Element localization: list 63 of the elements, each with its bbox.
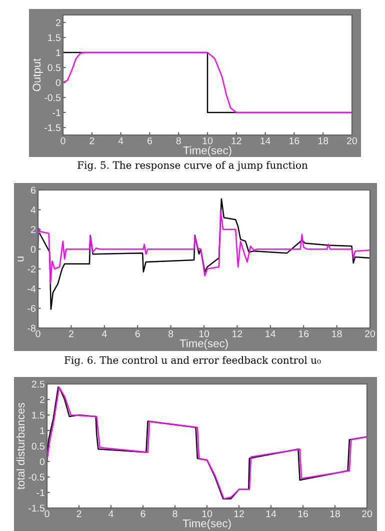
x-axis-title: Time(sec) (180, 339, 228, 350)
y-tick-label: 2 (40, 396, 44, 404)
y-tick-label: 1 (40, 427, 44, 434)
x-tick-label: 4 (108, 510, 114, 518)
caption: Fig. 5. The response curve of a jump function (78, 161, 308, 171)
y-tick-label: 0 (30, 246, 36, 253)
x-axis-title: Time(sec) (182, 519, 231, 530)
x-tick-label: 10 (202, 510, 212, 518)
x-tick-label: 14 (260, 137, 270, 144)
y-tick-label: -6 (28, 305, 36, 312)
y-tick-label: 1.5 (48, 34, 61, 42)
x-tick-label: 20 (362, 510, 372, 518)
x-tick-label: 12 (234, 510, 244, 518)
y-tick-label: -2 (28, 266, 36, 272)
x-tick-label: 2 (76, 510, 82, 518)
x-tick-label: 2 (90, 137, 94, 144)
x-tick-label: 16 (298, 510, 308, 518)
y-tick-label: 0.5 (32, 442, 45, 450)
x-tick-label: 12 (232, 137, 242, 144)
x-tick-label: 18 (330, 510, 340, 518)
x-tick-label: 4 (102, 330, 107, 338)
x-tick-label: 18 (318, 137, 328, 144)
y-tick-label: 2 (56, 19, 60, 26)
caption: Fig. 6. The control u and error feedback control u₀ (64, 356, 321, 366)
y-tick-label: -1.5 (28, 504, 45, 512)
x-tick-label: 8 (172, 510, 178, 518)
y-tick-label: 0 (40, 458, 45, 466)
x-tick-label: 14 (266, 330, 276, 338)
y-tick-label: -4 (28, 285, 36, 292)
x-tick-label: 18 (332, 330, 342, 338)
x-tick-label: 14 (266, 510, 276, 518)
x-tick-label: 6 (135, 330, 140, 338)
y-tick-label: 0 (56, 79, 61, 86)
y-tick-label: -1 (36, 489, 44, 496)
y-axis-title: total disturbances (16, 402, 25, 490)
x-tick-label: 6 (140, 510, 146, 518)
x-axis-title: Time(sec) (183, 146, 232, 156)
y-axis-title: Output (32, 58, 43, 92)
x-tick-label: 8 (168, 330, 174, 338)
x-tick-label: 16 (298, 330, 309, 338)
y-tick-label: -1.5 (44, 124, 61, 132)
y-tick-label: -8 (28, 324, 36, 332)
x-tick-label: 20 (365, 330, 376, 338)
x-tick-label: 2 (68, 330, 74, 338)
y-tick-label: 1.5 (32, 412, 45, 419)
x-tick-label: 10 (199, 330, 210, 338)
y-tick-label: 1 (56, 49, 60, 56)
x-tick-label: 16 (290, 137, 300, 144)
x-tick-label: 4 (118, 137, 124, 144)
y-tick-label: 6 (31, 186, 36, 194)
x-tick-label: 10 (202, 137, 213, 144)
x-tick-label: 12 (232, 330, 242, 338)
x-tick-label: 20 (347, 137, 358, 144)
y-tick-label: 2.5 (32, 380, 45, 388)
x-tick-label: 8 (176, 137, 181, 144)
x-tick-label: 6 (147, 137, 152, 144)
y-tick-label: 0.5 (48, 64, 61, 72)
y-tick-label: -0.5 (44, 94, 61, 102)
y-axis-title: u (18, 256, 24, 262)
y-tick-label: 2 (31, 226, 36, 233)
y-tick-label: -0.5 (28, 474, 45, 481)
y-tick-label: -1 (52, 109, 60, 116)
y-tick-label: 4 (30, 206, 36, 214)
